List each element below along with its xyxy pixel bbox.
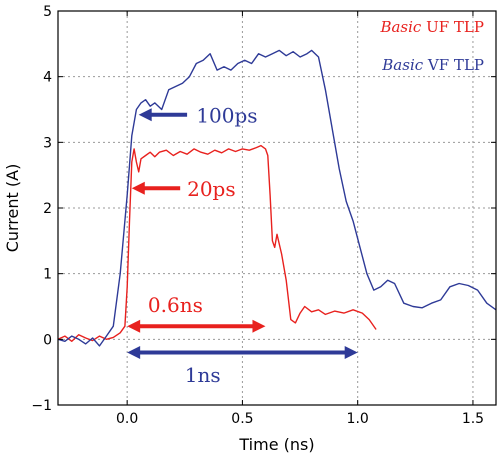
arrow-head <box>344 345 358 359</box>
x-tick-label: 1.5 <box>462 411 484 427</box>
arrow-head <box>138 108 152 122</box>
legend-entry-italic: Basic <box>381 56 423 74</box>
x-tick-label: 1.0 <box>347 411 369 427</box>
arrow-head <box>252 319 266 333</box>
arrow-head <box>127 345 141 359</box>
legend-entry-rest: UF TLP <box>421 18 484 36</box>
axis-ticks: 0.0 0.5 1.0 1.5 −1 0 1 2 3 4 5 <box>31 4 496 427</box>
series-group <box>58 49 496 347</box>
annotation-label: 100ps <box>196 104 257 128</box>
y-tick-label: 3 <box>43 135 52 151</box>
arrow-head <box>131 181 145 195</box>
y-tick-label: 1 <box>43 267 52 283</box>
y-tick-label: 0 <box>43 332 52 348</box>
annotation-label: 1ns <box>185 363 221 387</box>
y-tick-label: 2 <box>43 201 52 217</box>
annotation-label: 0.6ns <box>148 293 203 317</box>
y-tick-label: 4 <box>43 70 52 86</box>
legend-entry-rest: VF TLP <box>423 56 484 74</box>
annotations-group: 100ps 20ps 0.6ns 1ns <box>127 104 358 387</box>
y-tick-label: −1 <box>31 398 52 414</box>
y-tick-label: 5 <box>43 4 52 20</box>
x-tick-label: 0.0 <box>116 411 138 427</box>
series-line-0 <box>58 144 377 342</box>
x-tick-label: 0.5 <box>231 411 253 427</box>
arrow-head <box>127 319 141 333</box>
legend-entry-0: Basic UF TLP <box>379 18 484 36</box>
annotation-label: 20ps <box>187 177 236 201</box>
series-line-1 <box>58 49 496 347</box>
legend-entry-italic: Basic <box>379 18 421 36</box>
y-axis-title: Current (A) <box>3 164 22 253</box>
x-axis-title: Time (ns) <box>238 435 314 454</box>
legend-entry-1: Basic VF TLP <box>381 56 484 74</box>
